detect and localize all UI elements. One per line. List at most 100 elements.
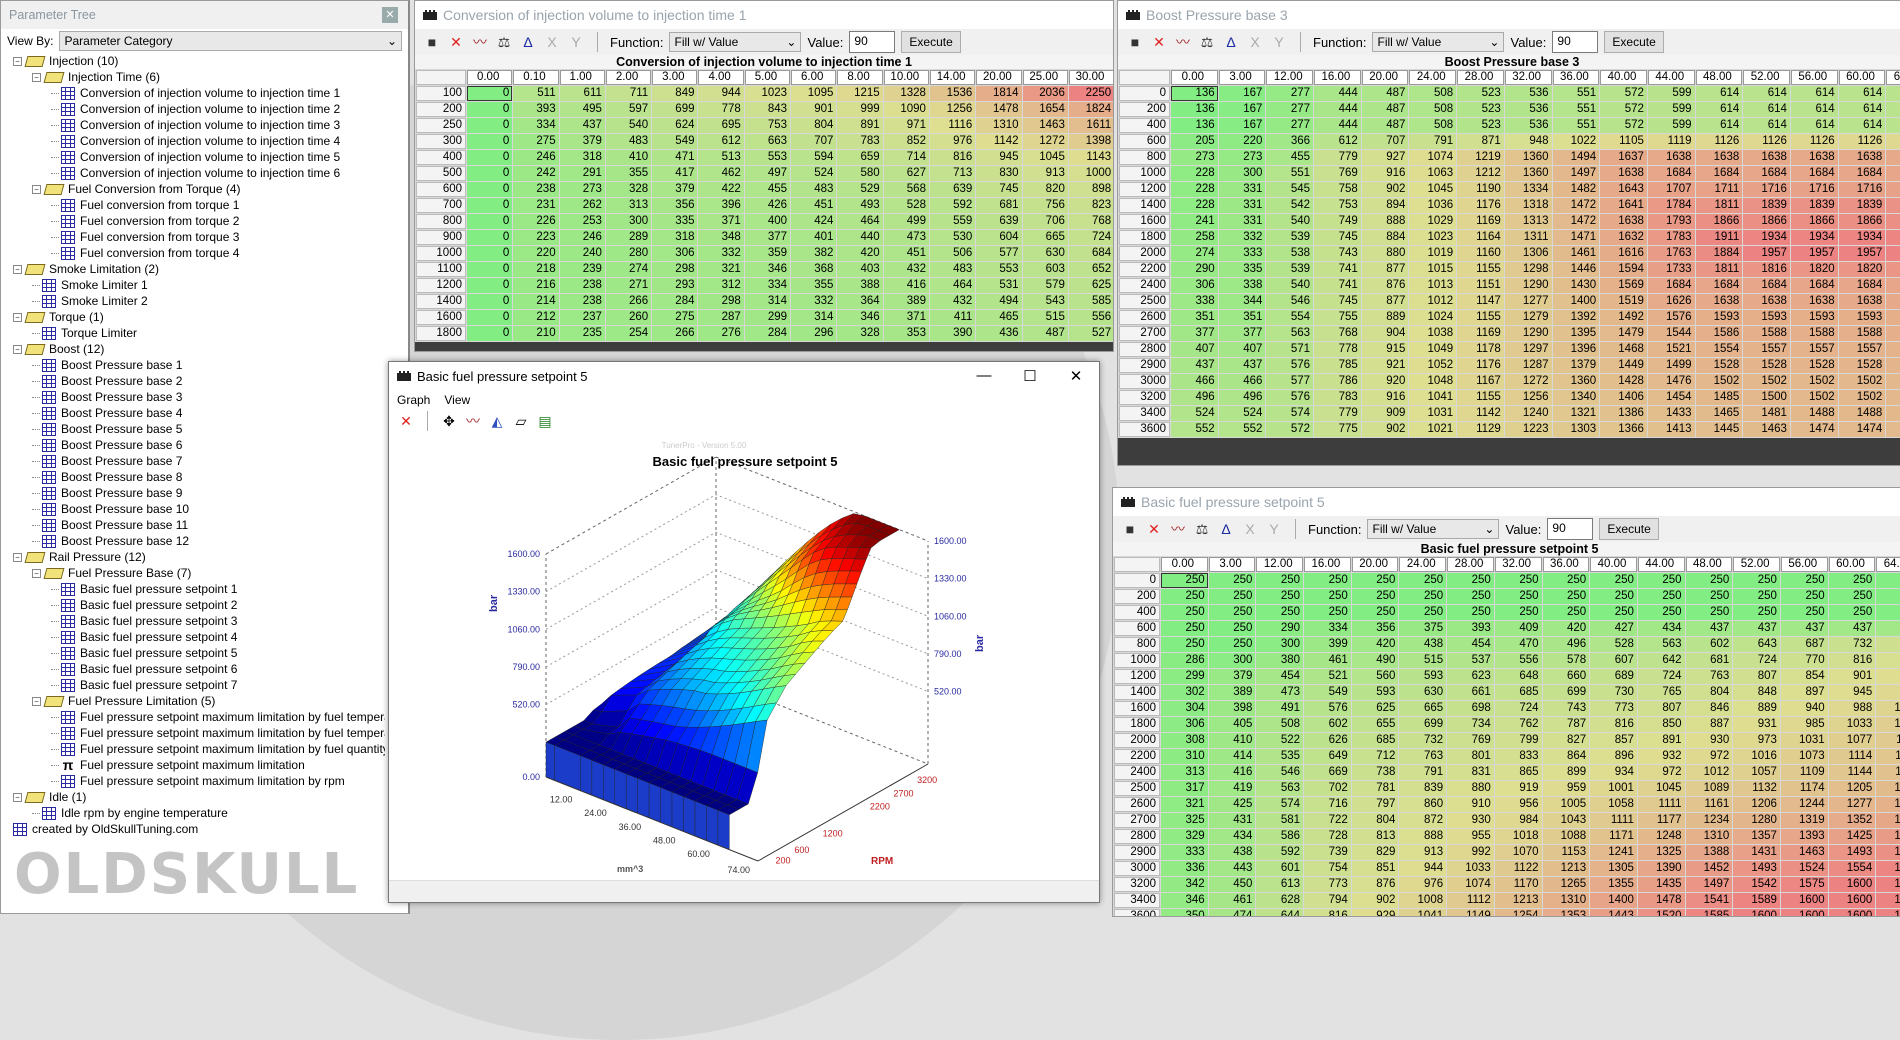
table-cell[interactable]: 763 [1685,669,1733,684]
row-header[interactable]: 3000 [1114,861,1160,876]
table-cell[interactable]: 1241 [1590,845,1637,860]
table-cell[interactable]: 242 [513,166,559,181]
table-cell[interactable]: 1176 [1457,358,1504,373]
table-cell[interactable]: 930 [1685,733,1733,748]
table-cell[interactable]: 945 [1876,669,1900,684]
table-cell[interactable]: 366 [1266,134,1314,149]
table-cell[interactable]: 250 [1733,589,1780,604]
tree-item[interactable]: Boost Pressure base 1 [13,357,385,373]
table-cell[interactable]: 586 [1256,829,1304,844]
table-cell[interactable]: 1528 [1695,358,1743,373]
table-cell[interactable]: 226 [513,214,559,229]
table-cell[interactable]: 614 [1743,86,1790,101]
table-cell[interactable]: 317 [1161,781,1208,796]
tree-item[interactable]: − Fuel Pressure Limitation (5) [13,693,385,709]
table-cell[interactable]: 250 [1208,605,1256,620]
table-cell[interactable]: 626 [1304,733,1351,748]
table-cell[interactable]: 250 [1637,589,1685,604]
table-cell[interactable]: 1360 [1504,150,1552,165]
tree-item[interactable]: Idle rpm by engine temperature [13,805,385,821]
table-cell[interactable]: 424 [791,214,837,229]
table-cell[interactable]: 274 [605,262,652,277]
row-header[interactable]: 2500 [1114,781,1160,796]
table-cell[interactable]: 910 [1447,797,1494,812]
table-cell[interactable]: 778 [698,102,744,117]
table-cell[interactable]: 355 [791,278,837,293]
row-header[interactable]: 2800 [1119,342,1170,357]
table-cell[interactable]: 431 [1208,813,1256,828]
column-header[interactable]: 20.00 [1361,70,1409,85]
table-cell[interactable]: 321 [698,262,744,277]
row-header[interactable]: 1400 [1119,198,1170,213]
table-cell[interactable]: 580 [837,166,883,181]
table-cell[interactable]: 540 [1266,214,1314,229]
column-header[interactable]: 24.00 [1399,557,1447,572]
table-cell[interactable]: 1684 [1886,278,1900,293]
table-cell[interactable]: 1074 [1447,877,1494,892]
table-cell[interactable]: 1684 [1695,278,1743,293]
table-cell[interactable]: 549 [1304,685,1351,700]
table-cell[interactable]: 1497 [1685,877,1733,892]
table-cell[interactable]: 665 [1022,230,1068,245]
table-cell[interactable]: 0 [467,182,513,197]
collapse-icon[interactable]: − [32,568,41,578]
table-cell[interactable]: 1502 [1886,374,1900,389]
table-cell[interactable]: 515 [1022,310,1068,325]
table-cell[interactable]: 576 [1266,358,1314,373]
tree-item[interactable]: Boost Pressure base 7 [13,453,385,469]
table-cell[interactable]: 916 [1361,390,1409,405]
table-cell[interactable]: 407 [1171,342,1218,357]
table-cell[interactable]: 483 [929,262,976,277]
row-header[interactable]: 900 [416,230,466,245]
row-header[interactable]: 3600 [1114,909,1160,916]
table-cell[interactable]: 1238 [1876,781,1900,796]
table-cell[interactable]: 699 [1542,685,1590,700]
table-cell[interactable]: 1041 [1399,909,1447,916]
table-cell[interactable]: 1023 [1409,230,1457,245]
table-cell[interactable]: 773 [1590,701,1637,716]
table-cell[interactable]: 1129 [1457,422,1504,437]
table-cell[interactable]: 1866 [1743,214,1790,229]
table-cell[interactable]: 581 [1256,813,1304,828]
table-cell[interactable]: 0 [467,86,513,101]
value-input[interactable]: 90 [849,31,896,53]
table-cell[interactable]: 1142 [1457,406,1504,421]
table-cell[interactable]: 934 [1590,765,1637,780]
table-cell[interactable]: 1144 [1828,765,1876,780]
table-cell[interactable]: 1215 [837,86,883,101]
table-cell[interactable]: 698 [1447,701,1494,716]
table-cell[interactable]: 398 [1208,701,1256,716]
table-cell[interactable]: 250 [1494,605,1542,620]
table-cell[interactable]: 329 [1161,829,1208,844]
row-header[interactable]: 1200 [416,278,466,293]
table-cell[interactable]: 888 [1361,214,1409,229]
table-cell[interactable]: 1112 [1447,893,1494,908]
row-header[interactable]: 2600 [1114,797,1160,812]
table-cell[interactable]: 816 [1828,653,1876,668]
table-cell[interactable]: 1839 [1743,198,1790,213]
table-cell[interactable]: 250 [1828,589,1876,604]
table-cell[interactable]: 250 [1208,573,1256,588]
table-cell[interactable]: 426 [744,198,791,213]
table-cell[interactable]: 661 [1447,685,1494,700]
table-cell[interactable]: 299 [744,310,791,325]
tree-item[interactable]: − Idle (1) [13,789,385,805]
table-cell[interactable]: 1465 [1695,406,1743,421]
table-cell[interactable]: 1190 [1457,182,1504,197]
table-cell[interactable]: 1311 [1504,230,1552,245]
table-cell[interactable]: 931 [1733,717,1780,732]
table-cell[interactable]: 901 [791,102,837,117]
table-cell[interactable]: 1472 [1552,214,1600,229]
row-header[interactable]: 600 [1114,621,1160,636]
table-cell[interactable]: 1784 [1647,198,1695,213]
table-cell[interactable]: 250 [1447,573,1494,588]
table-cell[interactable]: 689 [1590,669,1637,684]
table-cell[interactable]: 628 [1256,893,1304,908]
table-cell[interactable]: 1593 [1886,310,1900,325]
table-cell[interactable]: 455 [744,182,791,197]
table-cell[interactable]: 250 [1208,589,1256,604]
table-cell[interactable]: 602 [1304,717,1351,732]
table-cell[interactable]: 304 [1161,701,1208,716]
table-cell[interactable]: 707 [791,134,837,149]
table-cell[interactable]: 988 [1828,701,1876,716]
